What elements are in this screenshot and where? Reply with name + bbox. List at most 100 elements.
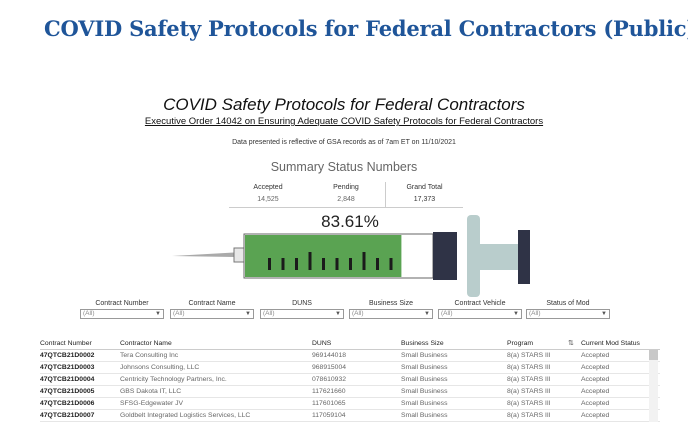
filter-dropdown[interactable]: (All) ▼ [260,309,344,319]
filter-value: (All) [83,310,95,317]
sort-icon[interactable]: ⇅ [568,340,574,347]
chevron-down-icon: ▼ [155,311,161,317]
cell-program: 8(a) STARS III [507,352,551,359]
cell-program: 8(a) STARS III [507,364,551,371]
filter-label: Business Size [369,300,413,307]
kpi-accepted-label: Accepted [253,184,283,191]
kpi-accepted-value: 14,525 [257,196,279,203]
table-scrollbar[interactable] [649,350,658,422]
column-header[interactable]: DUNS [312,340,332,347]
syringe-handle [467,215,480,297]
chevron-down-icon: ▼ [245,311,251,317]
syringe-tick [308,252,312,270]
page-title: COVID Safety Protocols for Federal Contr… [44,16,688,41]
filter-contract-name: Contract Name (All) ▼ [170,299,254,319]
table-row[interactable]: 47QTCB21D0006 SFSG-Edgewater JV 11760106… [40,398,660,410]
syringe-tick [295,258,298,270]
filter-label: Contract Name [188,300,236,307]
cell-mod-status: Accepted [581,400,610,407]
syringe-tick [322,258,325,270]
filter-label: Contract Number [95,300,149,307]
cell-business-size: Small Business [401,412,448,419]
cell-contract-number: 47QTCB21D0003 [40,364,95,371]
table-row[interactable]: 47QTCB21D0004 Centricity Technology Part… [40,374,660,386]
scrollbar-thumb[interactable] [649,350,658,360]
column-header[interactable]: Current Mod Status [581,340,640,347]
syringe-tick [335,258,339,270]
filter-value: (All) [441,310,453,317]
cell-contractor-name: Johnsons Consulting, LLC [120,364,200,371]
cell-business-size: Small Business [401,364,448,371]
table-row[interactable]: 47QTCB21D0005 GBS Dakota IT, LLC 1176216… [40,386,660,398]
cell-mod-status: Accepted [581,412,610,419]
syringe-tick [268,258,271,270]
syringe-fill [245,235,402,277]
filter-dropdown[interactable]: (All) ▼ [349,309,433,319]
summary-title: Summary Status Numbers [270,160,418,174]
chevron-down-icon: ▼ [424,311,430,317]
filter-dropdown[interactable]: (All) ▼ [438,309,522,319]
cell-contractor-name: Centricity Technology Partners, Inc. [120,376,227,383]
table-row[interactable]: 47QTCB21D0002 Tera Consulting Inc 969144… [40,350,660,362]
data-as-of-note: Data presented is reflective of GSA reco… [232,139,456,146]
cell-duns: 969144018 [312,352,347,359]
cell-contractor-name: Goldbelt Integrated Logistics Services, … [120,412,251,419]
kpi-pending-label: Pending [333,184,359,191]
cell-contract-number: 47QTCB21D0006 [40,400,95,407]
filter-duns: DUNS (All) ▼ [260,299,344,319]
filter-value: (All) [529,310,541,317]
syringe-needle [172,252,234,257]
dashboard-title: COVID Safety Protocols for Federal Contr… [163,95,525,114]
cell-mod-status: Accepted [581,388,610,395]
column-header[interactable]: Business Size [401,340,444,347]
filter-value: (All) [352,310,364,317]
dashboard-subtitle-link[interactable]: Executive Order 14042 on Ensuring Adequa… [144,116,544,127]
chevron-down-icon: ▼ [513,311,519,317]
cell-contractor-name: SFSG-Edgewater JV [120,400,184,407]
cell-program: 8(a) STARS III [507,376,551,383]
cell-contractor-name: Tera Consulting Inc [120,352,179,359]
cell-mod-status: Accepted [581,352,610,359]
syringe-tick [281,258,285,270]
cell-program: 8(a) STARS III [507,412,551,419]
filter-dropdown[interactable]: (All) ▼ [80,309,164,319]
filter-contract-number: Contract Number (All) ▼ [80,299,164,319]
cell-program: 8(a) STARS III [507,400,551,407]
syringe-hub [233,247,245,263]
cell-business-size: Small Business [401,400,448,407]
kpi-total-label: Grand Total [406,184,443,191]
filter-contract-vehicle: Contract Vehicle (All) ▼ [438,299,522,319]
filter-value: (All) [263,310,275,317]
filter-status-of-mod: Status of Mod (All) ▼ [526,299,610,319]
cell-duns: 117059104 [312,412,346,419]
kpi-accepted: Accepted 14,525 [229,182,307,208]
filter-value: (All) [173,310,185,317]
filter-business-size: Business Size (All) ▼ [349,299,433,319]
syringe-ticks [268,252,393,270]
syringe-plunger-rod [480,244,518,270]
table-row[interactable]: 47QTCB21D0007 Goldbelt Integrated Logist… [40,410,660,422]
column-header[interactable]: Program [507,340,534,347]
cell-mod-status: Accepted [581,364,610,371]
kpi-row: Accepted 14,525 Pending 2,848 Grand Tota… [229,182,463,208]
cell-duns: 078610932 [312,376,347,383]
cell-program: 8(a) STARS III [507,388,551,395]
chevron-down-icon: ▼ [601,311,607,317]
syringe-tick [362,252,366,270]
filter-label: DUNS [292,300,312,307]
completion-percentage: 83.61% [321,212,379,231]
column-header[interactable]: Contract Number [40,340,92,347]
filter-dropdown[interactable]: (All) ▼ [526,309,610,319]
filter-dropdown[interactable]: (All) ▼ [170,309,254,319]
kpi-grand-total: Grand Total 17,373 [385,182,463,208]
syringe-thumb-rest [518,230,530,284]
kpi-total-value: 17,373 [413,196,436,203]
cell-business-size: Small Business [401,376,448,383]
syringe-progress-graphic [172,215,530,297]
cell-business-size: Small Business [401,388,448,395]
cell-mod-status: Accepted [581,376,610,383]
cell-contract-number: 47QTCB21D0005 [40,388,95,395]
column-header[interactable]: Contractor Name [120,340,172,347]
kpi-pending-value: 2,848 [337,196,355,203]
table-row[interactable]: 47QTCB21D0003 Johnsons Consulting, LLC 9… [40,362,660,374]
